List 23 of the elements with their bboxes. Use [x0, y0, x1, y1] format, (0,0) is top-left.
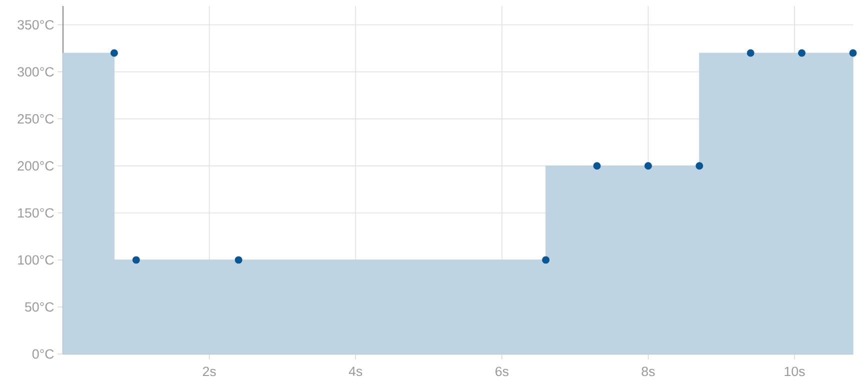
- x-tick-label: 10s: [784, 366, 805, 376]
- point: [849, 49, 857, 57]
- point: [696, 162, 704, 170]
- y-tick-label: 50°C: [25, 302, 54, 312]
- y-tick-label: 350°C: [18, 20, 54, 30]
- point: [798, 49, 806, 57]
- point: [644, 162, 652, 170]
- point: [132, 256, 140, 264]
- point: [110, 49, 118, 57]
- point: [234, 256, 242, 264]
- y-tick-label: 300°C: [18, 67, 54, 77]
- x-tick-label: 8s: [642, 366, 655, 376]
- x-tick-label: 2s: [202, 366, 216, 376]
- x-tick-label: 4s: [348, 366, 362, 376]
- point: [542, 256, 550, 264]
- y-tick-label: 0°C: [32, 349, 54, 359]
- y-tick-label: 100°C: [18, 255, 54, 265]
- y-tick-label: 150°C: [18, 208, 54, 218]
- x-tick-label: 6s: [496, 366, 508, 376]
- y-tick-label: 250°C: [18, 114, 54, 124]
- y-tick-label: 200°C: [18, 161, 54, 171]
- point: [746, 49, 754, 57]
- point: [593, 162, 601, 170]
